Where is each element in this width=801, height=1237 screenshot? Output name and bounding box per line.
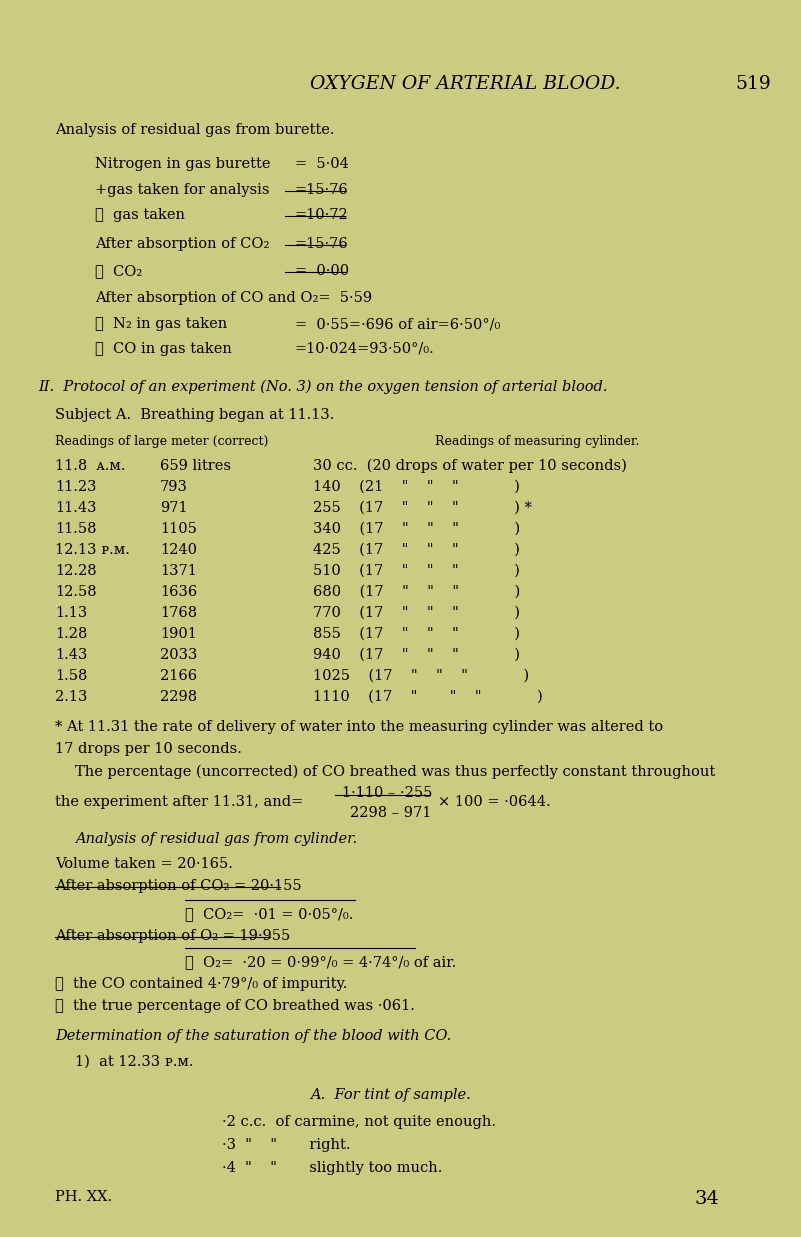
Text: 1901: 1901 (160, 627, 197, 641)
Text: 11.43: 11.43 (55, 501, 96, 515)
Text: =10·72: =10·72 (295, 208, 348, 221)
Text: 11.58: 11.58 (55, 522, 96, 536)
Text: ∴  O₂=  ·20 = 0·99°/₀ = 4·74°/₀ of air.: ∴ O₂= ·20 = 0·99°/₀ = 4·74°/₀ of air. (185, 955, 457, 969)
Text: 1240: 1240 (160, 543, 197, 557)
Text: 2166: 2166 (160, 669, 197, 683)
Text: × 100 = ·0644.: × 100 = ·0644. (438, 795, 550, 809)
Text: =10·024=93·50°/₀.: =10·024=93·50°/₀. (295, 341, 435, 356)
Text: Subject A.  Breathing began at 11.13.: Subject A. Breathing began at 11.13. (55, 408, 334, 422)
Text: Volume taken = 20·165.: Volume taken = 20·165. (55, 857, 233, 871)
Text: ∴  the CO contained 4·79°/₀ of impurity.: ∴ the CO contained 4·79°/₀ of impurity. (55, 977, 348, 991)
Text: 34: 34 (695, 1190, 720, 1209)
Text: OXYGEN OF ARTERIAL BLOOD.: OXYGEN OF ARTERIAL BLOOD. (310, 75, 621, 93)
Text: 855    (17    "    "    "            ): 855 (17 " " " ) (313, 627, 520, 641)
Text: After absorption of CO₂: After absorption of CO₂ (95, 238, 269, 251)
Text: A.  For tint of sample.: A. For tint of sample. (310, 1089, 471, 1102)
Text: 519: 519 (735, 75, 771, 93)
Text: 12.28: 12.28 (55, 564, 97, 578)
Text: 1025    (17    "    "    "            ): 1025 (17 " " " ) (313, 669, 529, 683)
Text: ∴  the true percentage of CO breathed was ·061.: ∴ the true percentage of CO breathed was… (55, 999, 415, 1013)
Text: 680    (17    "    "    "            ): 680 (17 " " " ) (313, 585, 521, 599)
Text: 510    (17    "    "    "            ): 510 (17 " " " ) (313, 564, 520, 578)
Text: =15·76: =15·76 (295, 183, 348, 197)
Text: 140    (21    "    "    "            ): 140 (21 " " " ) (313, 480, 520, 494)
Text: 255    (17    "    "    "            ) *: 255 (17 " " " ) * (313, 501, 532, 515)
Text: the experiment after 11.31, and=: the experiment after 11.31, and= (55, 795, 304, 809)
Text: ∴  N₂ in gas taken: ∴ N₂ in gas taken (95, 317, 227, 332)
Text: After absorption of CO₂ = 20·155: After absorption of CO₂ = 20·155 (55, 880, 302, 893)
Text: 971: 971 (160, 501, 187, 515)
Text: ∴  CO₂=  ·01 = 0·05°/₀.: ∴ CO₂= ·01 = 0·05°/₀. (185, 907, 353, 922)
Text: 1371: 1371 (160, 564, 197, 578)
Text: 1)  at 12.33 ᴘ.ᴍ.: 1) at 12.33 ᴘ.ᴍ. (75, 1055, 194, 1069)
Text: 425    (17    "    "    "            ): 425 (17 " " " ) (313, 543, 520, 557)
Text: 793: 793 (160, 480, 188, 494)
Text: 1.28: 1.28 (55, 627, 87, 641)
Text: 11.23: 11.23 (55, 480, 96, 494)
Text: * At 11.31 the rate of delivery of water into the measuring cylinder was altered: * At 11.31 the rate of delivery of water… (55, 720, 663, 734)
Text: ·3  "    "       right.: ·3 " " right. (222, 1138, 351, 1152)
Text: =  0·00: = 0·00 (295, 263, 349, 278)
Text: 659 litres: 659 litres (160, 459, 231, 473)
Text: 2298 – 971: 2298 – 971 (350, 807, 432, 820)
Text: 1.43: 1.43 (55, 648, 87, 662)
Text: 1·110 – ·255: 1·110 – ·255 (342, 785, 433, 800)
Text: 940    (17    "    "    "            ): 940 (17 " " " ) (313, 648, 520, 662)
Text: =  5·04: = 5·04 (295, 157, 349, 171)
Text: II.  Protocol of an experiment (No. 3) on the oxygen tension of arterial blood.: II. Protocol of an experiment (No. 3) on… (38, 380, 607, 395)
Text: The percentage (uncorrected) of CO breathed was thus perfectly constant througho: The percentage (uncorrected) of CO breat… (75, 764, 715, 779)
Text: =15·76: =15·76 (295, 238, 348, 251)
Text: 1.58: 1.58 (55, 669, 87, 683)
Text: 2.13: 2.13 (55, 690, 87, 704)
Text: After absorption of CO and O₂=  5·59: After absorption of CO and O₂= 5·59 (95, 291, 372, 306)
Text: 11.8  ᴀ.ᴍ.: 11.8 ᴀ.ᴍ. (55, 459, 126, 473)
Text: +gas taken for analysis: +gas taken for analysis (95, 183, 269, 197)
Text: Analysis of residual gas from cylinder.: Analysis of residual gas from cylinder. (75, 833, 357, 846)
Text: Readings of large meter (correct): Readings of large meter (correct) (55, 435, 268, 448)
Text: 30 cc.  (20 drops of water per 10 seconds): 30 cc. (20 drops of water per 10 seconds… (313, 459, 627, 474)
Text: Determination of the saturation of the blood with CO.: Determination of the saturation of the b… (55, 1029, 451, 1043)
Text: 770    (17    "    "    "            ): 770 (17 " " " ) (313, 606, 520, 620)
Text: 1636: 1636 (160, 585, 197, 599)
Text: Analysis of residual gas from burette.: Analysis of residual gas from burette. (55, 122, 335, 137)
Text: ∴  gas taken: ∴ gas taken (95, 208, 185, 221)
Text: ∴  CO in gas taken: ∴ CO in gas taken (95, 341, 231, 356)
Text: Nitrogen in gas burette: Nitrogen in gas burette (95, 157, 271, 171)
Text: =  0·55=·696 of air=6·50°/₀: = 0·55=·696 of air=6·50°/₀ (295, 317, 501, 332)
Text: 2298: 2298 (160, 690, 197, 704)
Text: 1768: 1768 (160, 606, 197, 620)
Text: ·2 c.c.  of carmine, not quite enough.: ·2 c.c. of carmine, not quite enough. (222, 1115, 496, 1129)
Text: 1110    (17    "       "    "            ): 1110 (17 " " " ) (313, 690, 543, 704)
Text: ∴  CO₂: ∴ CO₂ (95, 263, 143, 278)
Text: 12.13 ᴘ.ᴍ.: 12.13 ᴘ.ᴍ. (55, 543, 130, 557)
Text: PH. XX.: PH. XX. (55, 1190, 112, 1204)
Text: 1.13: 1.13 (55, 606, 87, 620)
Text: 340    (17    "    "    "            ): 340 (17 " " " ) (313, 522, 520, 536)
Text: 17 drops per 10 seconds.: 17 drops per 10 seconds. (55, 742, 242, 756)
Text: 12.58: 12.58 (55, 585, 97, 599)
Text: ·4  "    "       slightly too much.: ·4 " " slightly too much. (222, 1162, 442, 1175)
Text: After absorption of O₂ = 19·955: After absorption of O₂ = 19·955 (55, 929, 290, 943)
Text: Readings of measuring cylinder.: Readings of measuring cylinder. (435, 435, 639, 448)
Text: 2033: 2033 (160, 648, 197, 662)
Text: 1105: 1105 (160, 522, 197, 536)
